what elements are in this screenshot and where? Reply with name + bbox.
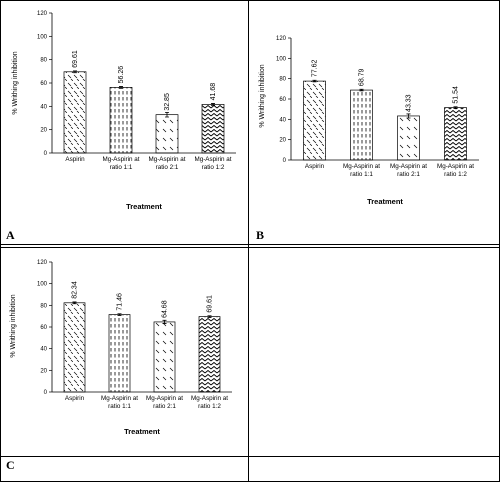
data-label: 64.68 [162, 300, 169, 318]
data-label: 82.34 [72, 281, 79, 299]
data-label: 71.46 [117, 293, 124, 311]
chart-panel-c: 0 20 40 60 80 100 120 82.34 Aspirin 71.46 Mg-Aspir… [10, 260, 232, 436]
data-label: 69.61 [72, 50, 79, 68]
y-tick-label: 80 [40, 58, 47, 64]
data-label: 69.61 [207, 295, 214, 313]
y-tick-label: 0 [44, 390, 48, 396]
chart-panel-a: 0 20 40 60 80 100 120 69.61 Aspirin 56.26 Mg-Aspir… [12, 11, 236, 211]
bar [303, 80, 326, 161]
data-label: 56.26 [118, 66, 125, 84]
y-tick-label: 40 [40, 347, 47, 353]
error-bar [165, 111, 169, 118]
data-label: 77.62 [312, 59, 319, 77]
x-axis-title: Treatment [126, 202, 162, 211]
y-tick-label: 100 [37, 34, 48, 40]
table-border-center [248, 0, 249, 482]
error-bar [211, 103, 215, 106]
panel-letter-a: A [6, 228, 15, 242]
category-label: Mg-Aspirin at ratio 1:2 [194, 156, 231, 171]
y-tick-label: 100 [276, 56, 287, 62]
y-tick-label: 120 [276, 36, 287, 42]
bar [109, 87, 133, 154]
bar [198, 316, 221, 393]
table-border-top [0, 0, 500, 1]
bar [397, 115, 420, 161]
category-label: Aspirin [65, 395, 85, 402]
y-tick-label: 80 [279, 77, 286, 83]
y-axis-title: % Writhing inhibition [10, 294, 17, 357]
bar [63, 302, 86, 393]
error-bar [312, 79, 317, 83]
y-tick-label: 120 [37, 11, 48, 17]
x-axis-title: Treatment [367, 197, 403, 206]
data-label: 43.33 [406, 94, 413, 112]
table-border-row-bottom [0, 456, 500, 457]
y-tick-label: 60 [40, 325, 47, 331]
bar [201, 104, 225, 154]
error-bar [73, 70, 77, 74]
data-label: 51.54 [453, 86, 460, 104]
error-bar [72, 301, 77, 305]
y-tick-label: 0 [44, 151, 48, 157]
bar [444, 107, 467, 161]
category-label: Mg-Aspirin at ratio 2:1 [390, 163, 427, 178]
y-tick-label: 20 [279, 138, 286, 144]
category-label: Mg-Aspirin at ratio 1:2 [437, 163, 474, 178]
data-label: 68.79 [359, 68, 366, 86]
error-bar [406, 113, 411, 119]
category-label: Mg-Aspirin at ratio 1:2 [191, 395, 228, 410]
bar [350, 89, 373, 161]
error-bar [162, 319, 167, 324]
y-axis-title: % Writhing inhibition [12, 51, 19, 114]
error-bar [117, 313, 122, 316]
y-axis-title: % Writhing inhibition [259, 64, 266, 127]
error-bar [359, 88, 364, 92]
panel-letter-c: C [6, 458, 15, 472]
y-tick-label: 60 [279, 97, 286, 103]
bar [153, 321, 176, 393]
category-label: Mg-Aspirin at ratio 1:1 [102, 156, 139, 171]
error-bar [453, 106, 458, 109]
x-axis-title: Treatment [124, 427, 160, 436]
y-tick-label: 20 [40, 128, 47, 134]
category-label: Mg-Aspirin at ratio 2:1 [146, 395, 183, 410]
chart-panel-b: 0 20 40 60 80 100 120 77.62 Aspirin 68.79 Mg-Aspir… [259, 36, 479, 206]
bar [155, 114, 179, 154]
bar [63, 71, 87, 154]
data-label: 41.68 [210, 83, 217, 101]
table-border-mid2 [0, 247, 500, 248]
error-bar [207, 315, 212, 318]
category-label: Mg-Aspirin at ratio 1:1 [101, 395, 138, 410]
y-tick-label: 100 [37, 282, 48, 288]
table-border-middle [0, 244, 500, 245]
y-tick-label: 80 [40, 303, 47, 309]
y-tick-label: 60 [40, 81, 47, 87]
category-label: Aspirin [65, 156, 85, 163]
category-label: Mg-Aspirin at ratio 2:1 [148, 156, 185, 171]
y-tick-label: 20 [40, 368, 47, 374]
y-tick-label: 0 [283, 158, 287, 164]
y-tick-label: 40 [279, 117, 286, 123]
category-label: Mg-Aspirin at ratio 1:1 [343, 163, 380, 178]
data-label: 32.85 [164, 93, 171, 111]
bar [108, 314, 131, 393]
panel-letter-b: B [256, 228, 265, 242]
category-label: Aspirin [305, 163, 325, 170]
table-border-left [0, 0, 1, 482]
y-tick-label: 120 [37, 260, 48, 266]
y-tick-label: 40 [40, 104, 47, 110]
error-bar [119, 86, 123, 89]
